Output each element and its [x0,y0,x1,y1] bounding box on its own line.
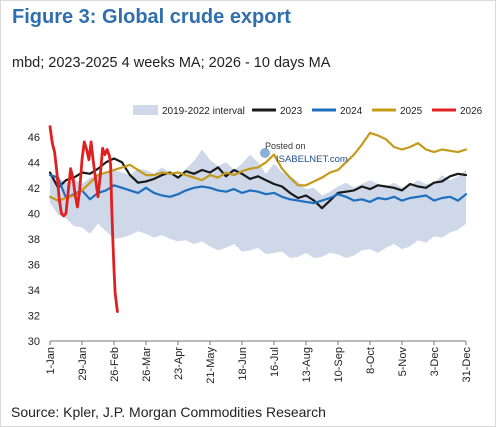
legend-2026-label: 2026 [460,106,483,117]
x-tick-label: 3-Dec [429,347,441,377]
series-line-2025 [48,131,468,202]
series-line-2026 [48,125,119,314]
x-tick-label: 1-Jan [45,347,57,375]
y-tick-label: 46 [28,132,40,144]
series-layer [48,125,468,314]
x-tick-label: 13-Aug [301,347,313,382]
legend-band-swatch [133,105,158,115]
watermark: Posted on ISABELNET.com [260,141,348,165]
chart-subtitle: mbd; 2023-2025 4 weeks MA; 2026 - 10 day… [12,55,331,71]
y-tick-label: 36 [28,259,40,271]
series-line-2023 [48,157,468,210]
band-layer [50,149,466,258]
x-tick-label: 18-Jun [237,347,249,381]
legend: 2019-2022 interval 2023 2024 2025 2026 [133,105,483,117]
y-tick-label: 44 [28,157,40,169]
y-tick-label: 30 [28,336,40,348]
y-tick-label: 34 [28,285,40,297]
x-tick-label: 31-Dec [461,347,473,383]
legend-band-label: 2019-2022 interval [162,106,245,117]
x-tick-label: 5-Nov [397,347,409,377]
chart-title: Figure 3: Global crude export [12,6,291,28]
x-tick-label: 10-Sep [333,347,345,382]
band-2019-2022-interval [50,149,466,258]
series-line-2024 [48,174,468,205]
y-tick-label: 40 [28,208,40,220]
legend-2025-label: 2025 [400,106,423,117]
legend-2023-label: 2023 [280,106,303,117]
chart-canvas: 2019-2022 interval 2023 2024 2025 2026 3… [28,105,483,384]
y-tick-label: 32 [28,310,40,322]
watermark-line2: ISABELNET.com [276,154,348,165]
x-tick-label: 21-May [205,347,217,384]
x-tick-label: 23-Apr [173,347,185,380]
x-tick-label: 16-Jul [269,347,281,377]
watermark-line1: Posted on [265,141,306,151]
y-tick-label: 38 [28,234,40,246]
x-tick-label: 26-Feb [109,347,121,382]
x-tick-label: 8-Oct [365,347,377,374]
y-tick-label: 42 [28,183,40,195]
watermark-logo-icon [260,148,270,158]
source-note: Source: Kpler, J.P. Morgan Commodities R… [11,404,326,420]
legend-2024-label: 2024 [340,106,363,117]
axis-layer: 30 32 34 36 38 40 42 44 46 1-Jan 29-Jan 26-Feb 26-Ma… [28,132,473,384]
x-tick-label: 29-Jan [77,347,89,381]
x-tick-label: 26-Mar [141,347,153,382]
